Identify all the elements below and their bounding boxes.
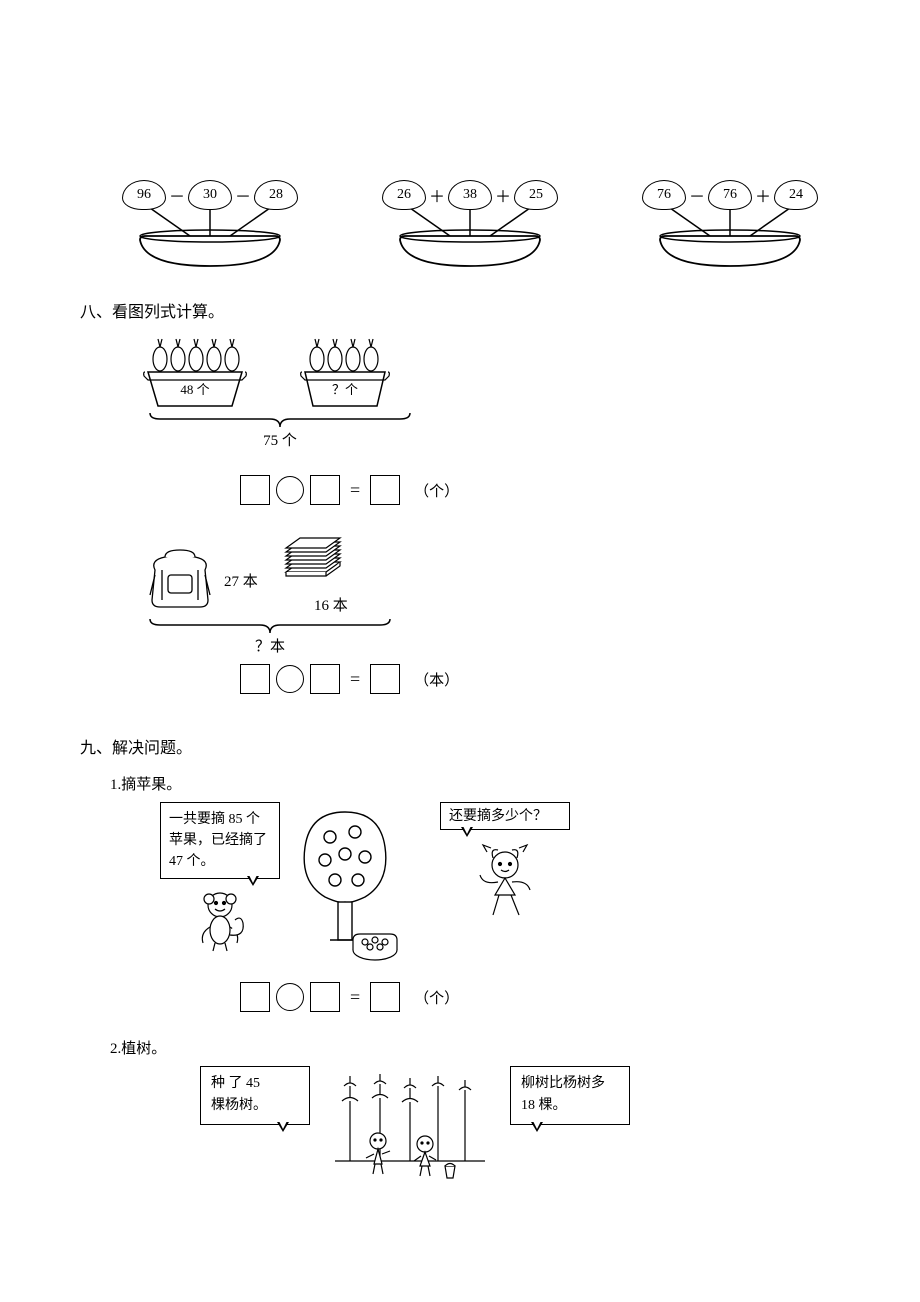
eq2-op-circle[interactable] — [276, 665, 304, 693]
bowl-3: 76 － 76 ＋ 24 — [620, 180, 840, 268]
q2-speech-right-l2: 18 棵。 — [521, 1098, 567, 1113]
girl-icon — [465, 840, 545, 940]
eq3-box-1[interactable] — [240, 982, 270, 1012]
stack-label: 16 本 — [278, 594, 348, 615]
q2-speech-left-l2: 棵杨树。 — [211, 1098, 267, 1113]
eq1-box-3[interactable] — [370, 475, 400, 505]
bowl-1-op-2: － — [234, 183, 252, 207]
eq3-equals: = — [346, 987, 364, 1008]
eq3-box-3[interactable] — [370, 982, 400, 1012]
eq1-unit: （个） — [414, 480, 459, 501]
bowl-1-val-2: 30 — [188, 180, 232, 210]
radish-problem: 48 个 ？个 75 个 — [140, 334, 840, 450]
books-problem: 27 本 16 本 — [140, 530, 840, 656]
eq1-op-circle[interactable] — [276, 476, 304, 504]
eq2-unit: （本） — [414, 669, 459, 690]
q1-speech-right: 还要摘多少个？ — [440, 802, 570, 830]
apple-scene: 一共要摘 85 个苹果，已经摘了 47 个。 — [160, 802, 840, 967]
q2-speech-right-l1: 柳树比杨树多 — [521, 1076, 605, 1091]
bowl-2-val-3: 25 — [514, 180, 558, 210]
q2-number: 2.植树。 — [110, 1037, 840, 1058]
bowl-1-val-3: 28 — [254, 180, 298, 210]
radish-pot-right: ？个 — [290, 334, 400, 409]
apple-tree-group — [290, 802, 400, 967]
bowl-2-clouds: 26 ＋ 38 ＋ 25 — [360, 180, 580, 210]
eq3-unit: （个） — [414, 987, 459, 1008]
q2-speech-left-l1: 种 了 45 — [211, 1076, 260, 1091]
bowl-2: 26 ＋ 38 ＋ 25 — [360, 180, 580, 268]
books-total-label: ？本 — [140, 635, 400, 656]
q2-speech-left: 种 了 45 棵杨树。 — [200, 1066, 310, 1125]
radish-left-label: 48 个 — [180, 382, 209, 397]
eq2-box-2[interactable] — [310, 664, 340, 694]
bowl-1: 96 － 30 － 28 — [100, 180, 320, 268]
bowl-3-val-2: 76 — [708, 180, 752, 210]
radish-brace — [140, 409, 420, 431]
eq1-box-2[interactable] — [310, 475, 340, 505]
q1-speech-right-text: 还要摘多少个？ — [449, 806, 547, 827]
bowl-1-op-1: － — [168, 183, 186, 207]
bowl-3-graphic — [620, 208, 840, 268]
bowl-2-graphic — [360, 208, 580, 268]
bowl-3-val-1: 76 — [642, 180, 686, 210]
monkey-icon — [185, 885, 255, 955]
eq3-op-circle[interactable] — [276, 983, 304, 1011]
bowl-1-clouds: 96 － 30 － 28 — [100, 180, 320, 210]
eq1-box-1[interactable] — [240, 475, 270, 505]
bowl-1-graphic — [100, 208, 320, 268]
tree-scene: 种 了 45 棵杨树。 柳树比杨树多 18 棵。 — [200, 1066, 840, 1186]
bowl-3-op-2: ＋ — [754, 183, 772, 207]
q1-speech-left-text: 一共要摘 85 个苹果，已经摘了 47 个。 — [169, 812, 267, 869]
apple-tree-icon — [290, 802, 400, 962]
equation-row-3: = （个） — [240, 982, 840, 1012]
bag-item: 27 本 — [140, 545, 258, 615]
bowl-3-clouds: 76 － 76 ＋ 24 — [620, 180, 840, 210]
bowl-2-op-1: ＋ — [428, 183, 446, 207]
books-brace — [140, 615, 400, 637]
radish-right-label: ？个 — [332, 382, 358, 397]
radish-total-label: 75 个 — [140, 429, 420, 450]
q2-speech-right: 柳树比杨树多 18 棵。 — [510, 1066, 630, 1125]
section-9-heading: 九、解决问题。 — [80, 734, 840, 758]
bowl-1-val-1: 96 — [122, 180, 166, 210]
section-8-heading: 八、看图列式计算。 — [80, 298, 840, 322]
radish-pots-row: 48 个 ？个 — [140, 334, 840, 409]
bowl-2-val-1: 26 — [382, 180, 426, 210]
eq1-equals: = — [346, 480, 364, 501]
eq2-box-3[interactable] — [370, 664, 400, 694]
books-row: 27 本 16 本 — [140, 530, 840, 615]
q1-number: 1.摘苹果。 — [110, 773, 840, 794]
eq3-box-2[interactable] — [310, 982, 340, 1012]
radish-pot-left: 48 个 — [140, 334, 250, 409]
bowl-equations-row: 96 － 30 － 28 26 ＋ 38 ＋ 25 — [100, 180, 840, 268]
bowl-2-val-2: 38 — [448, 180, 492, 210]
planting-icon — [330, 1066, 490, 1186]
bowl-2-op-2: ＋ — [494, 183, 512, 207]
eq2-equals: = — [346, 669, 364, 690]
bowl-3-val-3: 24 — [774, 180, 818, 210]
stack-item: 16 本 — [278, 530, 348, 615]
equation-row-2: = （本） — [240, 664, 840, 694]
eq2-box-1[interactable] — [240, 664, 270, 694]
bag-label: 27 本 — [224, 570, 258, 591]
equation-row-1: = （个） — [240, 475, 840, 505]
q1-speech-left: 一共要摘 85 个苹果，已经摘了 47 个。 — [160, 802, 280, 879]
bowl-3-op-1: － — [688, 183, 706, 207]
